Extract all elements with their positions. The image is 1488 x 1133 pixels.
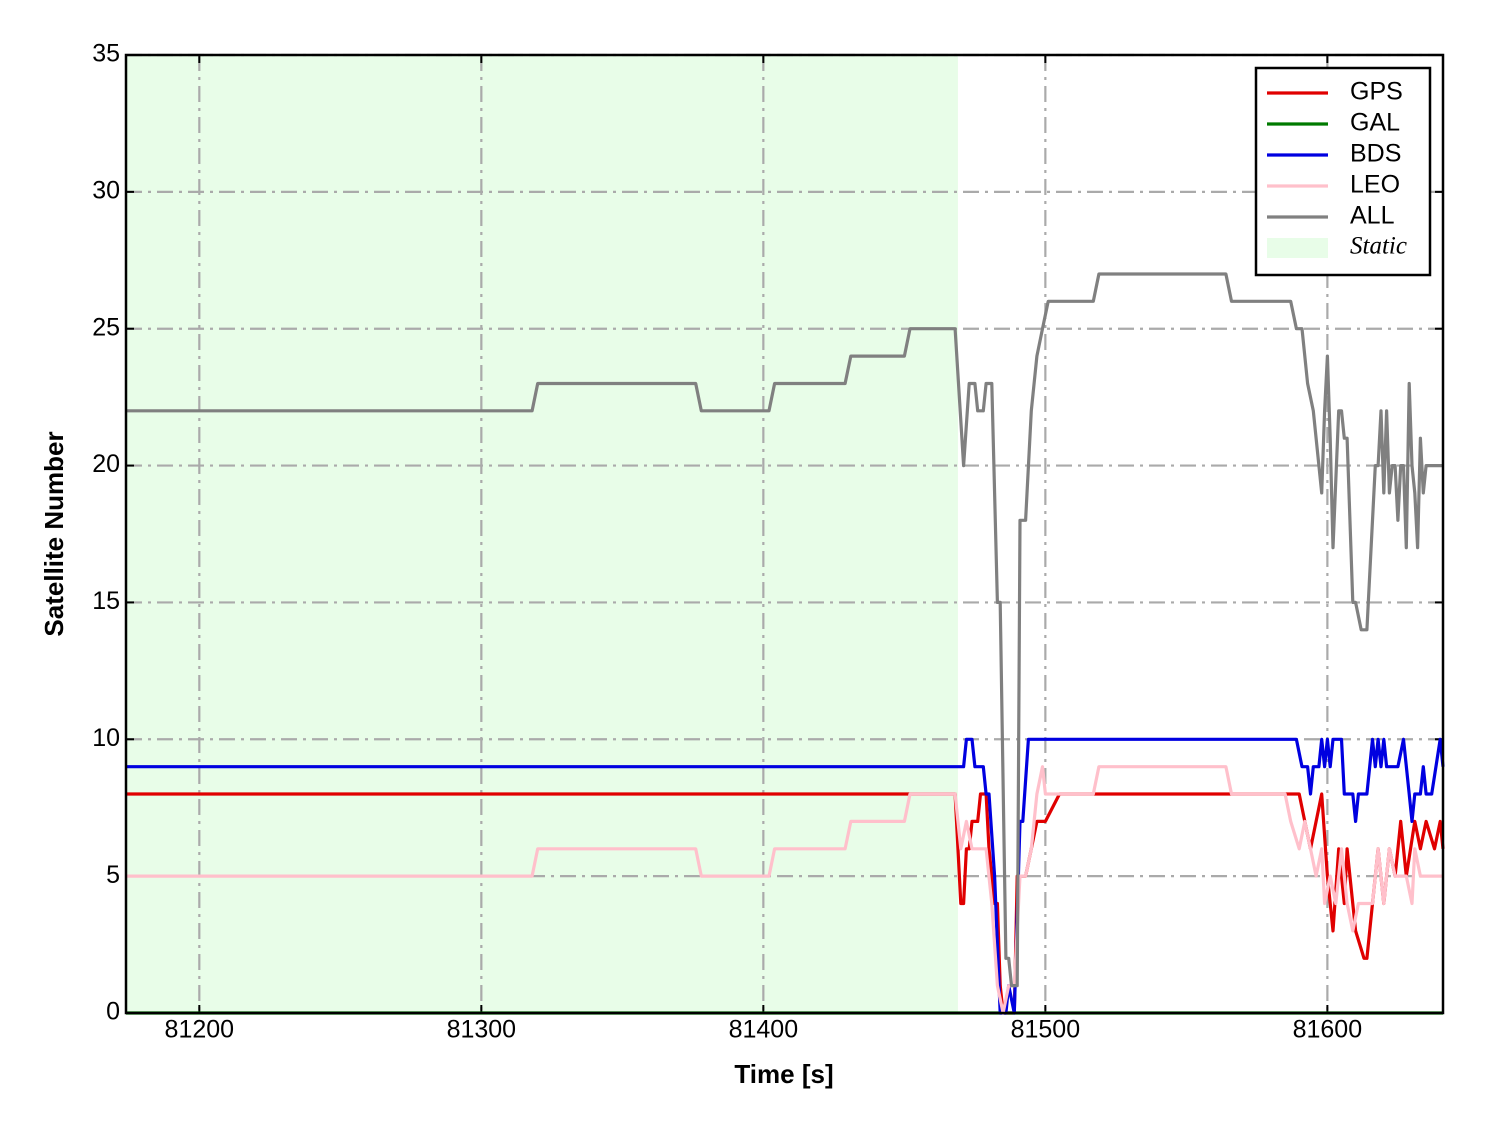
legend-swatch: [1267, 238, 1328, 258]
static-region: [126, 55, 958, 1013]
legend-label: ALL: [1350, 202, 1395, 230]
x-tick-label: 81600: [1293, 1016, 1363, 1044]
y-tick-label: 5: [106, 861, 120, 889]
y-axis-title: Satellite Number: [39, 431, 69, 636]
y-tick-label: 30: [92, 176, 120, 204]
series-line: [126, 272, 1443, 988]
legend-label: LEO: [1350, 171, 1400, 199]
series-line: [126, 765, 1443, 1015]
y-tick-label: 10: [92, 724, 120, 752]
y-tick-label: 35: [92, 40, 120, 68]
x-tick-label: 81300: [447, 1016, 517, 1044]
y-tick-label: 0: [106, 998, 120, 1026]
x-tick-label: 81500: [1011, 1016, 1081, 1044]
x-axis-title: Time [s]: [734, 1059, 833, 1089]
plot-frame: [124, 53, 1445, 1015]
y-tick-label: 20: [92, 450, 120, 478]
legend-label: GPS: [1350, 78, 1403, 106]
legend-label: GAL: [1350, 109, 1400, 137]
y-tick-label: 25: [92, 313, 120, 341]
x-tick-label: 81200: [165, 1016, 235, 1044]
series-line: [126, 737, 1445, 1015]
x-tick-label: 81400: [729, 1016, 799, 1044]
y-tick-label: 15: [92, 587, 120, 615]
legend-label: BDS: [1350, 140, 1401, 168]
legend-label: Static: [1350, 233, 1407, 260]
